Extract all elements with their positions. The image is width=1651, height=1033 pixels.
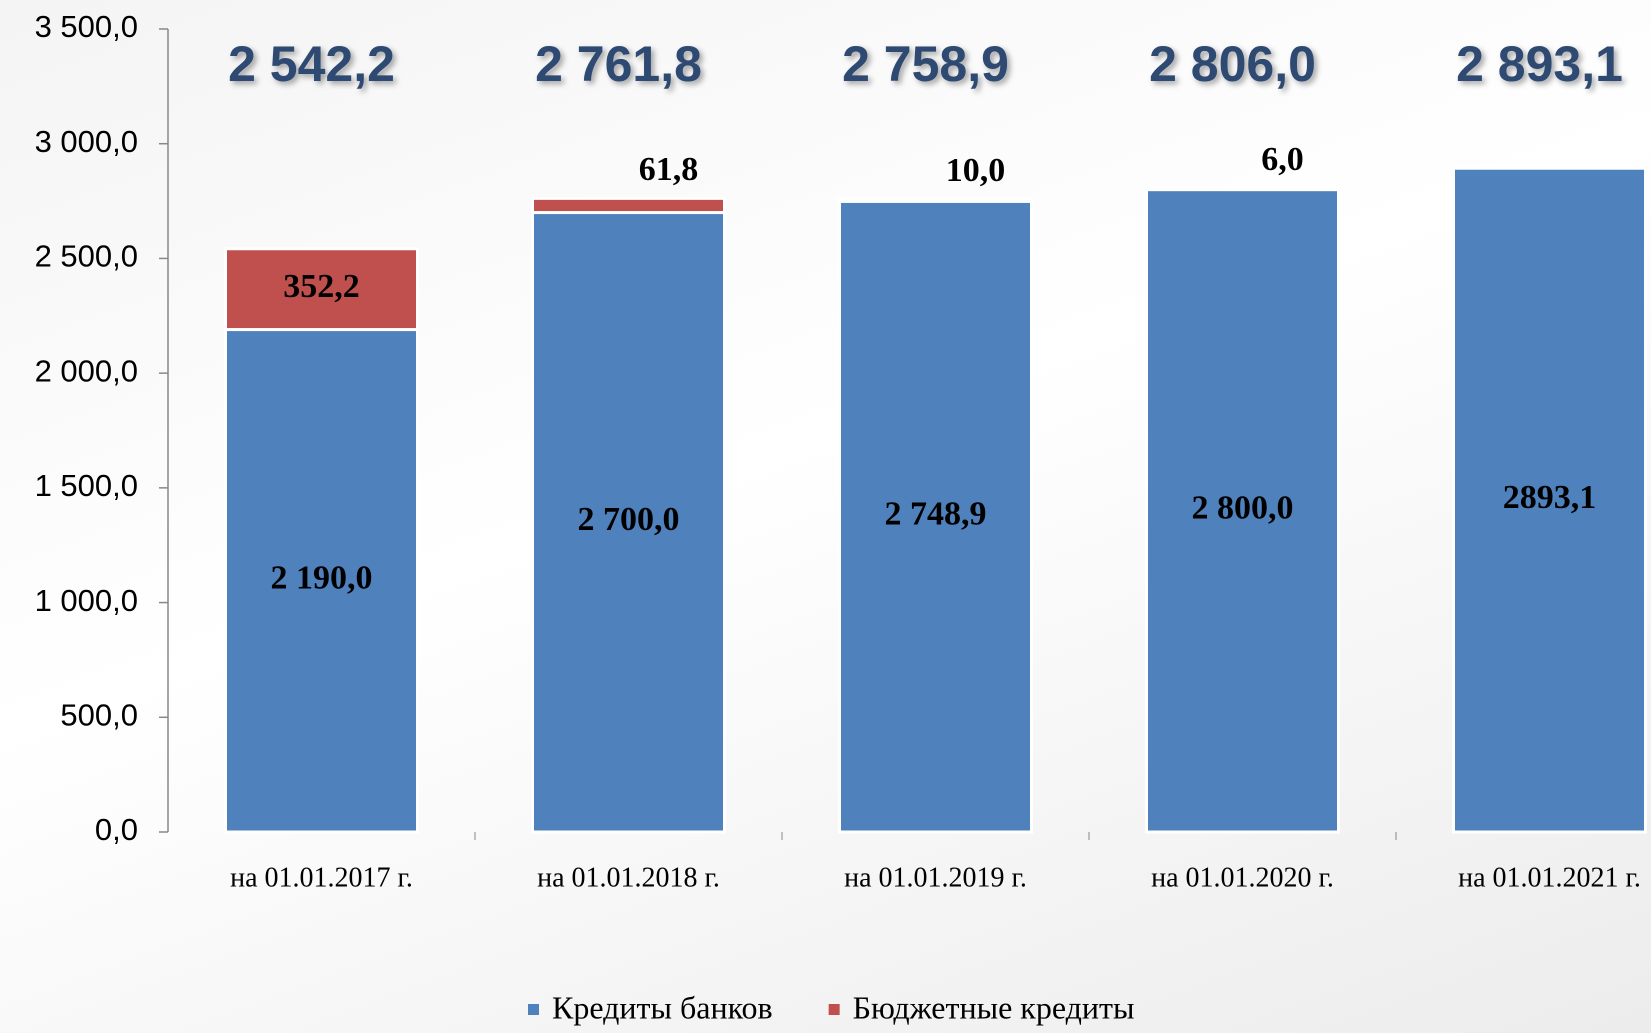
bar-segment xyxy=(531,211,726,834)
legend-swatch xyxy=(528,1004,539,1015)
value-label: 2 748,9 xyxy=(885,495,987,532)
legend-label: Кредиты банков xyxy=(552,989,773,1025)
value-label: 352,2 xyxy=(283,268,360,305)
x-tick-label: на 01.01.2019 г. xyxy=(844,862,1027,893)
y-tick-label: 500,0 xyxy=(60,697,138,732)
x-tick-label: на 01.01.2018 г. xyxy=(537,862,720,893)
legend-label: Бюджетные кредиты xyxy=(853,989,1135,1025)
total-label: 2 806,0 xyxy=(1149,36,1316,92)
bar-segment xyxy=(838,197,1033,203)
bar-segment xyxy=(224,328,419,834)
value-label: 2893,1 xyxy=(1503,479,1597,516)
bar-segment xyxy=(531,196,726,215)
value-label: 2 700,0 xyxy=(578,501,680,538)
value-label: 2 190,0 xyxy=(271,560,373,597)
total-label: 2 542,2 xyxy=(228,36,395,92)
y-tick-label: 1 000,0 xyxy=(35,583,138,618)
value-label: 2 800,0 xyxy=(1192,490,1294,527)
x-tick-label: на 01.01.2017 г. xyxy=(230,862,413,893)
bar-segment xyxy=(838,199,1033,834)
x-tick-label: на 01.01.2020 г. xyxy=(1151,862,1334,893)
value-label: 61,8 xyxy=(639,151,699,188)
bar-segment xyxy=(1145,186,1340,192)
y-tick-label: 1 500,0 xyxy=(35,468,138,503)
legend-swatch xyxy=(828,1004,840,1015)
y-tick-label: 2 500,0 xyxy=(35,239,138,274)
x-tick-label: на 01.01.2021 г. xyxy=(1458,862,1641,893)
total-label: 2 893,1 xyxy=(1456,36,1623,92)
y-tick-label: 2 000,0 xyxy=(35,353,138,388)
y-tick-label: 3 500,0 xyxy=(35,9,138,44)
total-label: 2 758,9 xyxy=(842,36,1009,92)
value-label: 6,0 xyxy=(1261,141,1304,178)
bar-segment xyxy=(1145,188,1340,834)
value-label: 10,0 xyxy=(946,152,1006,189)
bar-segment xyxy=(1452,166,1647,834)
bar-segment xyxy=(224,247,419,332)
y-tick-label: 0,0 xyxy=(95,812,138,847)
total-label: 2 761,8 xyxy=(535,36,702,92)
y-tick-label: 3 000,0 xyxy=(35,124,138,159)
